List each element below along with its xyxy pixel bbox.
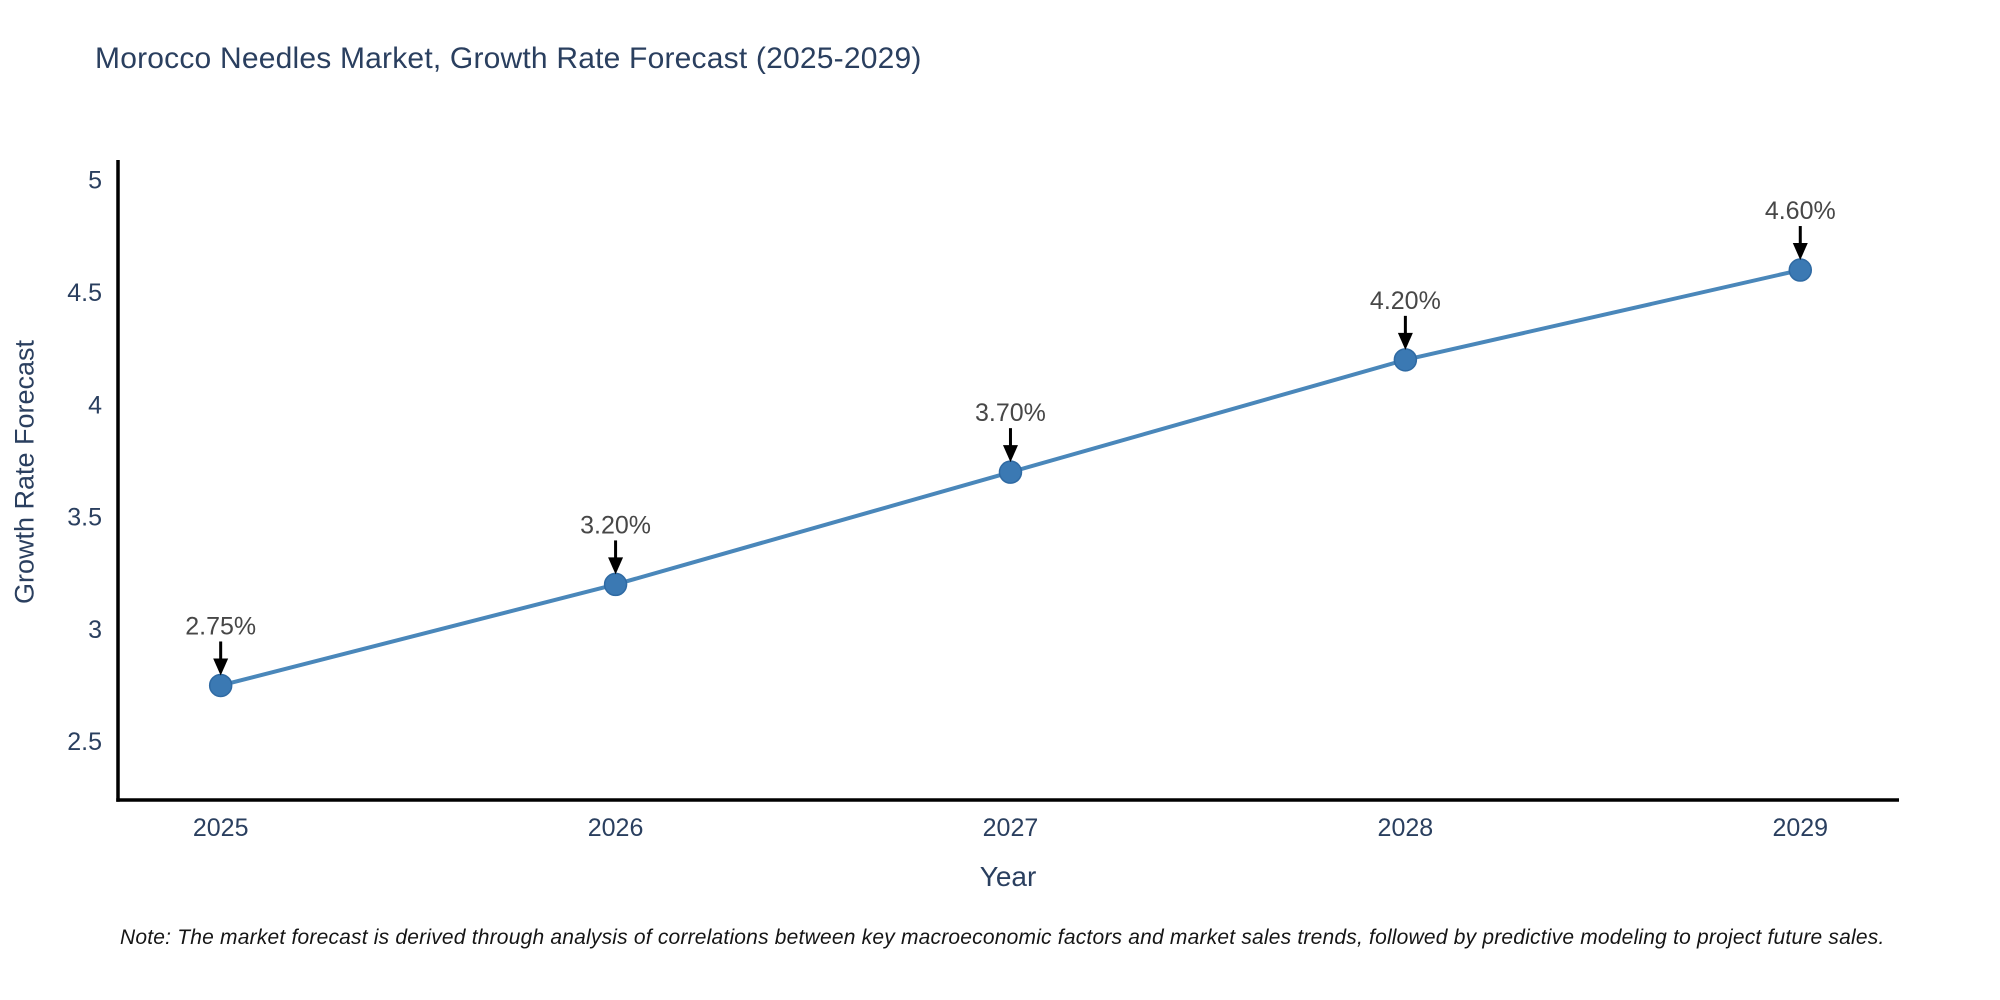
data-point[interactable] (603, 572, 628, 597)
annotation-arrowhead (1792, 243, 1808, 261)
y-tick-label: 4.5 (67, 279, 102, 307)
y-tick-label: 4 (88, 391, 102, 419)
annotation-arrowhead (608, 557, 624, 575)
y-tick-label: 3.5 (67, 504, 102, 532)
point-value-label: 3.20% (580, 511, 651, 539)
annotation-arrowhead (213, 658, 229, 676)
y-axis-title-text: Growth Rate Forecast (9, 339, 40, 605)
point-value-label: 4.60% (1765, 197, 1836, 225)
annotation-arrowhead (1397, 332, 1413, 350)
x-axis-title: Year (979, 861, 1037, 892)
x-tick-label: 2026 (588, 814, 644, 842)
annotation-arrowhead (1002, 445, 1018, 463)
point-value-label: 3.70% (975, 399, 1046, 427)
x-tick-label: 2027 (983, 814, 1039, 842)
y-tick-label: 5 (88, 167, 102, 195)
data-point[interactable] (208, 673, 233, 698)
point-value-label: 2.75% (185, 612, 256, 640)
data-point[interactable] (998, 460, 1023, 484)
y-tick-label: 2.5 (67, 728, 102, 756)
y-tick-label: 3 (88, 616, 102, 644)
data-point[interactable] (1788, 258, 1813, 282)
point-value-label: 4.20% (1370, 287, 1441, 315)
x-tick-label: 2029 (1772, 814, 1828, 842)
chart-footnote: Note: The market forecast is derived thr… (120, 926, 1885, 949)
x-tick-label: 2028 (1378, 814, 1434, 842)
x-tick-label: 2025 (193, 814, 249, 842)
data-point[interactable] (1393, 348, 1418, 372)
chart-title: Morocco Needles Market, Growth Rate Fore… (95, 42, 922, 75)
